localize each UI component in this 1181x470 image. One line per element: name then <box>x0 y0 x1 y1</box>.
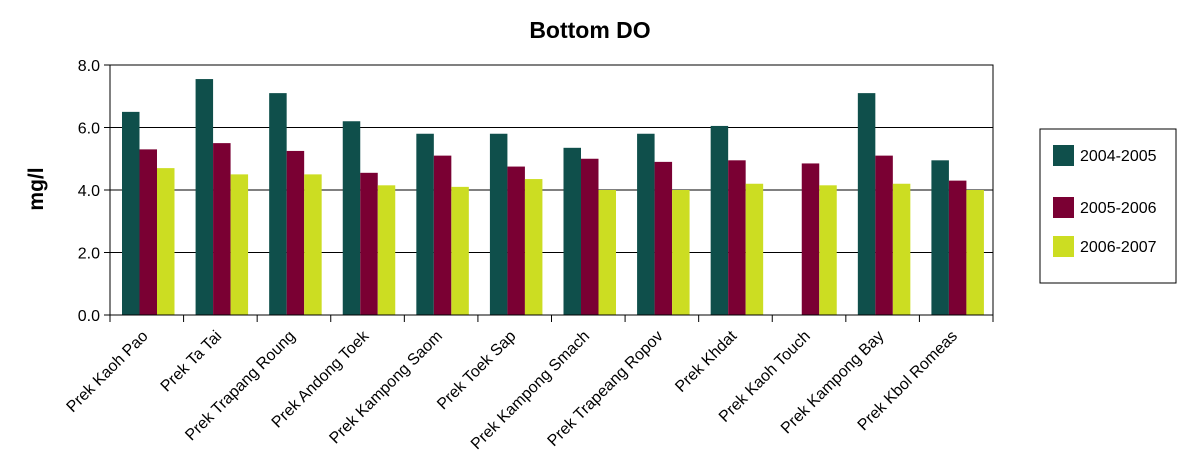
bar <box>637 133 655 315</box>
bar <box>286 150 305 315</box>
bar <box>507 166 525 315</box>
legend-swatch <box>1053 145 1074 166</box>
category-label: Prek Khdat <box>672 327 740 395</box>
bars-group <box>122 79 984 315</box>
y-tick-label: 6.0 <box>78 121 100 138</box>
bar <box>672 190 690 315</box>
bar <box>728 160 746 315</box>
bar <box>966 190 984 315</box>
bar <box>489 133 508 315</box>
y-axis-label: mg/l <box>25 167 48 210</box>
bar <box>269 93 287 315</box>
bar <box>451 186 469 315</box>
bar <box>654 161 673 315</box>
bar <box>360 172 378 315</box>
bar <box>745 183 764 315</box>
legend-label: 2005-2006 <box>1080 200 1157 217</box>
bar <box>563 147 581 315</box>
bar <box>598 190 616 315</box>
bar <box>342 121 361 315</box>
bar <box>581 158 599 315</box>
legend-label: 2006-2007 <box>1080 239 1157 256</box>
gridlines <box>110 127 993 253</box>
y-axis-ticks: 0.0 2.0 4.0 6.0 8.0 <box>78 58 110 325</box>
y-tick-label: 2.0 <box>78 246 100 263</box>
bar <box>377 185 396 315</box>
bar <box>931 160 949 315</box>
bar <box>230 174 249 315</box>
bar <box>801 163 820 315</box>
bar <box>524 179 543 315</box>
y-tick-label: 4.0 <box>78 183 100 200</box>
bar <box>416 133 434 315</box>
category-label: Prek Ta Tai <box>158 328 226 396</box>
bar <box>819 185 837 315</box>
bar <box>875 155 893 315</box>
bar <box>948 180 967 315</box>
bar <box>433 155 452 315</box>
bar <box>139 149 157 315</box>
bar <box>857 93 876 315</box>
category-label: Prek Toek Sap <box>434 328 519 413</box>
category-label: Prek Kaoh Pao <box>63 328 151 416</box>
bar <box>157 168 175 315</box>
bar <box>122 111 140 315</box>
category-label: Prek Kampong Smach <box>468 328 593 453</box>
bar <box>304 174 322 315</box>
y-tick-label: 8.0 <box>78 58 100 75</box>
bar <box>892 183 911 315</box>
x-axis-ticks <box>109 315 994 322</box>
legend-label: 2004-2005 <box>1080 148 1157 165</box>
chart-title: Bottom DO <box>529 17 650 43</box>
bar <box>710 125 729 315</box>
legend-swatch <box>1053 197 1074 218</box>
legend-swatch <box>1053 236 1074 257</box>
bar <box>195 79 214 315</box>
bar <box>213 143 231 315</box>
legend: 2004-2005 2005-2006 2006-2007 <box>1039 128 1177 284</box>
y-tick-label: 0.0 <box>78 308 100 325</box>
